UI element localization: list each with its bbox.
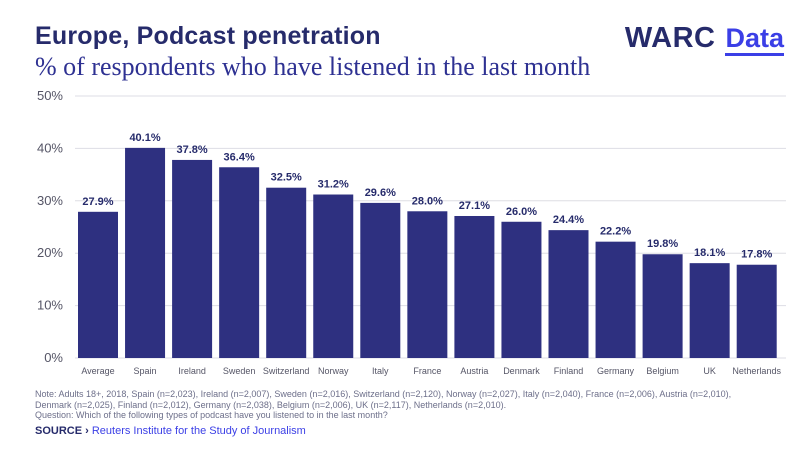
- x-tick-label-average: Average: [81, 366, 114, 376]
- value-label-netherlands: 17.8%: [741, 249, 772, 261]
- y-tick-label: 50%: [37, 88, 63, 103]
- value-label-germany: 22.2%: [600, 226, 631, 238]
- logo-warc-text: WARC: [624, 22, 716, 54]
- note-line-sample-sizes-cont: Denmark (n=2,025), Finland (n=2,012), Ge…: [35, 399, 507, 410]
- value-labels: 27.9% 40.1% 37.8% 36.4% 32.5% 31.2% 29.6% 28.0%…: [82, 132, 772, 261]
- value-label-denmark: 26.0%: [506, 206, 537, 218]
- x-tick-label-germany: Germany: [597, 366, 635, 376]
- note-line-sample-sizes: Note: Adults 18+, 2018, Spain (n=2,023),…: [35, 389, 732, 399]
- x-tick-label-italy: Italy: [372, 366, 389, 376]
- x-tick-label-spain: Spain: [134, 366, 157, 376]
- bar-chart: 0% 10% 20% 30% 40% 50% 27.9% 40.1% 37.8% 36.4% 32…: [37, 88, 786, 376]
- chart-notes: Note: Adults 18+, 2018, Spain (n=2,023),…: [35, 389, 795, 421]
- x-tick-label-france: France: [413, 366, 441, 376]
- chart-title: Europe, Podcast penetration: [35, 22, 381, 50]
- bar-denmark: [501, 221, 542, 358]
- y-tick-label: 40%: [37, 140, 63, 155]
- bar-france: [407, 211, 448, 358]
- y-tick-label: 30%: [37, 193, 63, 208]
- y-tick-label: 0%: [44, 350, 63, 365]
- value-label-austria: 27.1%: [459, 200, 490, 212]
- bar-ireland: [172, 159, 213, 358]
- x-tick-label-norway: Norway: [318, 366, 349, 376]
- bar-italy: [360, 202, 401, 358]
- y-axis: 0% 10% 20% 30% 40% 50%: [37, 88, 63, 365]
- bar-norway: [313, 194, 354, 358]
- x-tick-label-netherlands: Netherlands: [732, 366, 781, 376]
- value-label-uk: 18.1%: [694, 247, 725, 259]
- bar-spain: [125, 147, 166, 358]
- value-label-norway: 31.2%: [318, 179, 349, 191]
- x-tick-label-sweden: Sweden: [223, 366, 256, 376]
- value-label-sweden: 36.4%: [224, 151, 255, 163]
- bar-average: [78, 211, 118, 358]
- bar-belgium: [642, 254, 683, 358]
- y-tick-label: 20%: [37, 245, 63, 260]
- value-label-spain: 40.1%: [129, 132, 160, 144]
- value-label-finland: 24.4%: [553, 214, 584, 226]
- x-tick-label-uk: UK: [703, 366, 716, 376]
- x-tick-label-belgium: Belgium: [646, 366, 679, 376]
- x-tick-label-switzerland: Switzerland: [263, 366, 310, 376]
- x-tick-label-austria: Austria: [460, 366, 488, 376]
- bar-switzerland: [266, 187, 307, 358]
- x-tick-label-ireland: Ireland: [178, 366, 206, 376]
- logo-data-link[interactable]: Data: [725, 25, 784, 56]
- value-label-italy: 29.6%: [365, 187, 396, 199]
- value-label-france: 28.0%: [412, 195, 443, 207]
- chart-bars: [78, 147, 777, 358]
- chart-subtitle: % of respondents who have listened in th…: [35, 52, 591, 81]
- source-arrow-icon: ›: [85, 425, 89, 437]
- bar-sweden: [219, 167, 260, 358]
- bar-netherlands: [736, 264, 777, 358]
- note-line-question: Question: Which of the following types o…: [35, 410, 388, 420]
- bar-finland: [548, 230, 589, 358]
- x-tick-label-denmark: Denmark: [503, 366, 540, 376]
- value-label-ireland: 37.8%: [176, 144, 207, 156]
- x-axis: Average Spain Ireland Sweden Switzerland Norw…: [81, 366, 781, 376]
- x-tick-label-finland: Finland: [554, 366, 584, 376]
- bar-germany: [595, 241, 636, 358]
- bar-austria: [454, 215, 495, 358]
- value-label-switzerland: 32.5%: [271, 172, 302, 184]
- bar-uk: [689, 263, 730, 358]
- y-tick-label: 10%: [37, 298, 63, 313]
- source-label: SOURCE: [35, 425, 83, 437]
- source-line: SOURCE › Reuters Institute for the Study…: [35, 425, 306, 437]
- source-link[interactable]: Reuters Institute for the Study of Journ…: [91, 425, 306, 437]
- value-label-belgium: 19.8%: [647, 238, 678, 250]
- warc-data-logo[interactable]: WARC Data: [625, 22, 784, 56]
- value-label-average: 27.9%: [82, 196, 113, 208]
